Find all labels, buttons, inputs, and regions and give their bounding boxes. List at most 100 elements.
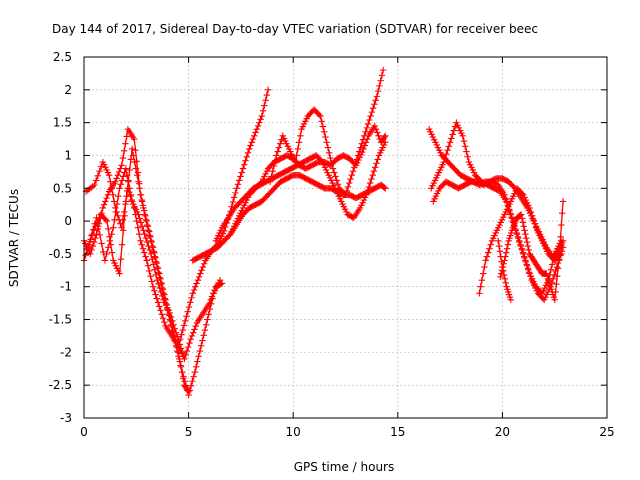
data-point [450, 127, 458, 134]
data-point [518, 245, 525, 252]
data-point [108, 249, 116, 256]
data-point [211, 286, 218, 294]
data-point [103, 217, 111, 225]
data-point [205, 311, 212, 318]
data-point [137, 219, 145, 226]
data-point [501, 257, 508, 264]
data-point [113, 200, 121, 208]
data-point [262, 97, 269, 104]
data-point [136, 231, 143, 238]
data-point [257, 116, 264, 123]
data-point [440, 158, 448, 166]
data-point [238, 169, 245, 176]
data-point [344, 183, 352, 191]
y-tick-label: -1 [60, 280, 72, 294]
data-point [513, 229, 520, 237]
data-point [375, 132, 382, 139]
data-point [504, 241, 512, 248]
data-point [191, 368, 199, 376]
data-point [195, 353, 202, 360]
data-point [243, 153, 250, 160]
data-point [382, 185, 389, 192]
data-point [92, 234, 99, 242]
data-point [500, 267, 507, 275]
data-point [479, 270, 487, 277]
data-point [531, 220, 538, 227]
data-point [194, 358, 201, 365]
data-point [376, 82, 383, 90]
data-point [498, 258, 505, 265]
data-point [115, 168, 123, 176]
data-point [548, 261, 556, 268]
data-point [210, 290, 217, 297]
data-point [183, 347, 191, 355]
data-point [254, 122, 262, 130]
data-point [518, 211, 525, 218]
y-tick-label: -0.5 [49, 247, 72, 261]
data-point [138, 198, 146, 205]
data-point [502, 279, 509, 286]
data-point [252, 129, 259, 136]
data-point [117, 255, 125, 263]
data-point [132, 165, 140, 172]
series-sat-track-3 [82, 158, 226, 363]
data-point [154, 299, 162, 306]
x-tick-label: 20 [495, 425, 510, 439]
data-point [122, 165, 130, 172]
data-point [143, 238, 151, 246]
series-line [179, 89, 269, 340]
data-point [324, 144, 332, 151]
data-point [527, 208, 535, 216]
data-point [482, 257, 489, 264]
data-point [192, 322, 199, 330]
data-point [158, 311, 166, 318]
data-point [101, 257, 109, 264]
data-point [358, 140, 366, 147]
data-point [460, 137, 468, 145]
data-point [518, 190, 526, 197]
data-point [261, 102, 268, 109]
y-tick-label: -3 [60, 411, 72, 425]
data-point [524, 242, 532, 250]
data-point [256, 119, 263, 126]
data-point [102, 216, 109, 223]
data-point [328, 160, 335, 167]
data-point [189, 378, 196, 385]
data-point [177, 363, 185, 371]
y-tick-label: -1.5 [49, 313, 72, 327]
data-point [132, 147, 139, 154]
data-point [481, 263, 488, 271]
data-point [177, 345, 185, 352]
data-point [381, 184, 388, 191]
data-point [208, 293, 216, 300]
data-point [547, 266, 555, 273]
data-point [179, 368, 186, 376]
data-point [495, 242, 503, 250]
data-point [503, 245, 511, 252]
data-point [374, 87, 382, 95]
data-point [151, 287, 158, 294]
data-point [116, 270, 123, 277]
data-point [127, 191, 135, 199]
chart-title: Day 144 of 2017, Sidereal Day-to-day VTE… [52, 22, 538, 36]
series-sat-track-13 [476, 185, 565, 297]
data-point [115, 192, 122, 200]
data-point [89, 242, 96, 250]
data-point [521, 227, 528, 234]
data-point [157, 288, 165, 296]
data-point [234, 181, 242, 188]
data-point [206, 299, 213, 307]
data-point [161, 318, 168, 326]
data-point [190, 286, 198, 294]
data-point [199, 337, 206, 344]
data-point [551, 271, 558, 279]
data-point [329, 165, 337, 172]
data-point [137, 237, 144, 244]
data-point [359, 148, 366, 156]
data-point [242, 157, 249, 164]
data-point [334, 181, 342, 188]
data-point [100, 248, 107, 256]
data-point [445, 143, 453, 150]
data-point [199, 263, 207, 271]
data-point [249, 135, 257, 143]
